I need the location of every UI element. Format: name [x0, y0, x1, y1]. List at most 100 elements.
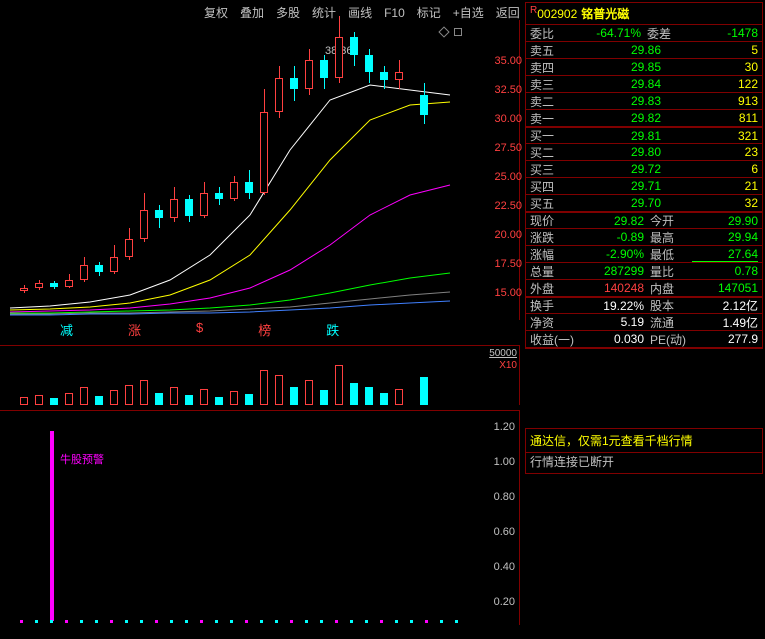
volume-bar [80, 387, 88, 405]
stat-row: 总量287299量比0.78 [526, 263, 762, 280]
volume-bar [35, 395, 43, 405]
sub-dot [230, 620, 233, 623]
volume-bar [95, 396, 103, 405]
volume-bar [140, 380, 148, 405]
sub-dot [35, 620, 38, 623]
sub-dot [350, 620, 353, 623]
volume-bar [230, 391, 238, 405]
candlestick-chart[interactable]: 38.36 [0, 20, 520, 320]
sub-dot [95, 620, 98, 623]
candle-body [95, 265, 103, 272]
orderbook-row: 卖五29.865 [526, 42, 762, 59]
price-tick: 20.00 [494, 229, 522, 241]
sub-dot [290, 620, 293, 623]
sub-dot [335, 620, 338, 623]
ratio-row: 委比-64.71% 委差-1478 [526, 25, 762, 42]
price-tick: 22.50 [494, 200, 522, 212]
volume-bar [380, 393, 388, 405]
candle-body [320, 60, 328, 77]
stat-row: 换手19.22%股本2.12亿 [526, 297, 762, 314]
orderbook-row: 卖二29.83913 [526, 93, 762, 110]
volume-bar [20, 397, 28, 405]
volume-bar [365, 387, 373, 405]
price-tick: 15.00 [494, 287, 522, 299]
candle-body [125, 239, 133, 256]
sub-dot [440, 620, 443, 623]
stat-row: 现价29.82今开29.90 [526, 212, 762, 229]
candle-body [245, 182, 253, 194]
sub-dot [140, 620, 143, 623]
orderbook-row: 卖三29.84122 [526, 76, 762, 93]
candle-body [305, 60, 313, 89]
candle-body [185, 199, 193, 216]
candle-body [290, 78, 298, 90]
sub-dot [110, 620, 113, 623]
stat-row: 涨跌-0.89最高29.94 [526, 229, 762, 246]
volume-bar [110, 390, 118, 405]
candle-body [230, 182, 238, 199]
status-message: 行情连接已断开 [525, 450, 763, 474]
indicator-chars: 减涨$榜跌 [60, 320, 339, 339]
volume-bar [420, 377, 428, 405]
orderbook-row: 卖四29.8530 [526, 59, 762, 76]
indicator-char: $ [196, 320, 203, 339]
asks-section: 卖五29.865卖四29.8530卖三29.84122卖二29.83913卖一2… [526, 42, 762, 127]
candle-body [365, 55, 373, 72]
alert-bar [50, 431, 54, 621]
sub-tick: 1.00 [494, 456, 515, 468]
indicator-char: 减 [60, 320, 73, 339]
candle-body [140, 210, 148, 239]
volume-bar [335, 365, 343, 405]
candle-body [80, 265, 88, 280]
volume-bar [215, 397, 223, 405]
price-tick: 32.50 [494, 84, 522, 96]
volume-bar [275, 375, 283, 405]
indicator-char: 跌 [326, 320, 339, 339]
volume-chart[interactable]: 50000 X10 [0, 345, 520, 405]
candle-body [335, 37, 343, 77]
volume-bar [260, 370, 268, 405]
sub-tick: 0.40 [494, 561, 515, 573]
volume-bar [185, 395, 193, 405]
volume-bar [350, 383, 358, 405]
stat-row: 收益(一)0.030PE(动)277.9 [526, 331, 762, 348]
volume-bar [155, 393, 163, 405]
price-tick: 25.00 [494, 171, 522, 183]
sub-dot [125, 620, 128, 623]
orderbook-row: 买四29.7121 [526, 178, 762, 195]
candle-body [110, 257, 118, 272]
sub-dot [80, 620, 83, 623]
candle-body [380, 72, 388, 80]
sub-dot [380, 620, 383, 623]
stat-row: 涨幅-2.90%最低27.64 [526, 246, 762, 263]
sub-chart[interactable]: 牛股预警 1.201.000.800.600.400.20 [0, 410, 520, 625]
sub-dot [365, 620, 368, 623]
orderbook-row: 卖一29.82811 [526, 110, 762, 127]
price-tick: 30.00 [494, 113, 522, 125]
candle-body [20, 288, 28, 291]
volume-bar [320, 390, 328, 405]
price-tick: 35.00 [494, 55, 522, 67]
vol-mult: X10 [499, 360, 517, 371]
sub-dot [425, 620, 428, 623]
candle-body [200, 193, 208, 216]
alert-text: 牛股预警 [60, 451, 104, 467]
price-tick: 17.50 [494, 258, 522, 270]
stat-row: 外盘140248内盘147051 [526, 280, 762, 297]
sub-dot [305, 620, 308, 623]
volume-bar [290, 387, 298, 405]
sub-tick: 0.20 [494, 596, 515, 608]
sub-tick: 0.60 [494, 526, 515, 538]
indicator-char: 榜 [258, 320, 271, 339]
candle-body [215, 193, 223, 199]
volume-bar [50, 398, 58, 405]
stat-row: 净资5.19流通1.49亿 [526, 314, 762, 331]
sub-tick: 1.20 [494, 421, 515, 433]
sub-dot [395, 620, 398, 623]
sub-dot [260, 620, 263, 623]
candle-body [350, 37, 358, 54]
sub-dot [170, 620, 173, 623]
sub-dot [20, 620, 23, 623]
sub-dot [320, 620, 323, 623]
sub-dot [200, 620, 203, 623]
